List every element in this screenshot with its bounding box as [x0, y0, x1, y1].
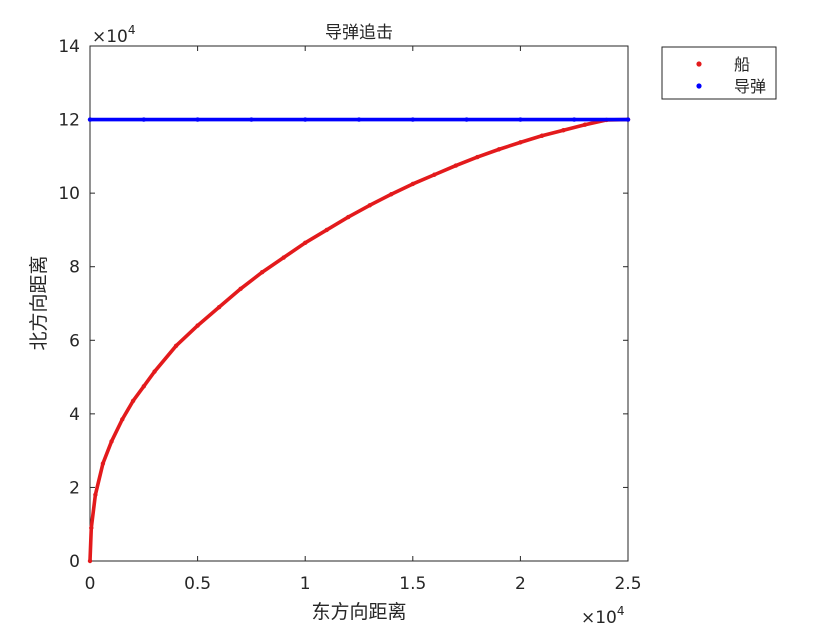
x-tick-label: 0.5: [184, 574, 211, 594]
series-0-point: [89, 525, 94, 531]
series-0-point: [152, 369, 157, 374]
series-1-point: [625, 117, 631, 122]
series-0-point: [281, 255, 286, 260]
series-0-point: [561, 128, 566, 133]
series-0-point: [539, 133, 545, 138]
series-0-point: [324, 227, 329, 233]
series-0-point: [303, 240, 308, 245]
series-0-point: [367, 203, 372, 208]
legend-marker-missile: [696, 83, 702, 89]
x-tick-label: 0: [85, 574, 96, 594]
x-exponent-base: ×10: [581, 608, 617, 628]
x-exponent-power: 4: [617, 604, 625, 618]
series-0-point: [109, 439, 114, 444]
x-axis-label: 东方向距离: [311, 601, 406, 623]
y-exponent-label: ×104: [92, 23, 136, 47]
series-0-point: [238, 286, 243, 291]
series-1-point: [464, 117, 469, 122]
y-tick-label: 12: [58, 111, 80, 131]
series-0-point: [130, 398, 136, 404]
series-0-point: [410, 181, 415, 187]
tick-layer: 0 0.5 1 1.5 2 2.5 0 2 4 6 8 10 12 14: [58, 37, 641, 594]
series-1-point: [518, 117, 523, 122]
legend: 船 导弹: [661, 46, 777, 100]
series-1-point: [249, 117, 254, 122]
x-tick-label: 1.5: [399, 574, 426, 594]
series-1-point: [303, 117, 308, 122]
series-0-point: [87, 558, 93, 564]
y-exponent-base: ×10: [92, 27, 128, 47]
axes-box: [89, 45, 629, 562]
y-tick-label: 0: [69, 552, 80, 572]
series-0-point: [120, 417, 125, 422]
legend-label-ship: 船: [734, 55, 750, 74]
y-tick-label: 8: [69, 258, 80, 278]
series-0-point: [141, 384, 146, 389]
x-tick-label: 2.5: [614, 574, 641, 594]
series-1-point: [195, 117, 200, 122]
series-1-point: [356, 117, 362, 122]
legend-box: [661, 46, 777, 100]
series-0-point: [195, 323, 200, 328]
y-tick-label: 14: [58, 37, 80, 57]
chart-title: 导弹追击: [325, 23, 393, 43]
y-axis-label: 北方向距离: [28, 255, 50, 350]
series-0-point: [173, 343, 179, 348]
x-exponent-label: ×104: [581, 604, 625, 628]
y-tick-label: 2: [69, 478, 80, 498]
series-1-point: [410, 117, 415, 122]
series-1-point: [572, 117, 577, 122]
series-0-point: [496, 147, 502, 152]
series-0-point: [389, 192, 394, 197]
series-0-point: [93, 492, 98, 497]
series-layer: [87, 117, 631, 564]
x-tick-label: 2: [515, 574, 526, 594]
series-0-point: [259, 270, 265, 275]
series-0-point: [100, 461, 106, 466]
series-0-point: [432, 172, 437, 177]
y-exponent-power: 4: [128, 23, 136, 37]
series-0-point: [518, 140, 523, 145]
series-0-point: [475, 154, 480, 160]
x-tick-label: 1: [300, 574, 311, 594]
y-tick-label: 6: [69, 331, 80, 351]
series-0-point: [216, 304, 222, 310]
series-0-point: [346, 214, 351, 220]
series-1-point: [141, 117, 146, 122]
series-0-point: [453, 163, 459, 168]
y-tick-label: 10: [58, 184, 80, 204]
legend-label-missile: 导弹: [734, 77, 766, 96]
y-tick-label: 4: [69, 405, 80, 425]
series-0-point: [582, 122, 588, 127]
legend-marker-ship: [696, 61, 702, 67]
series-1-point: [87, 117, 93, 122]
